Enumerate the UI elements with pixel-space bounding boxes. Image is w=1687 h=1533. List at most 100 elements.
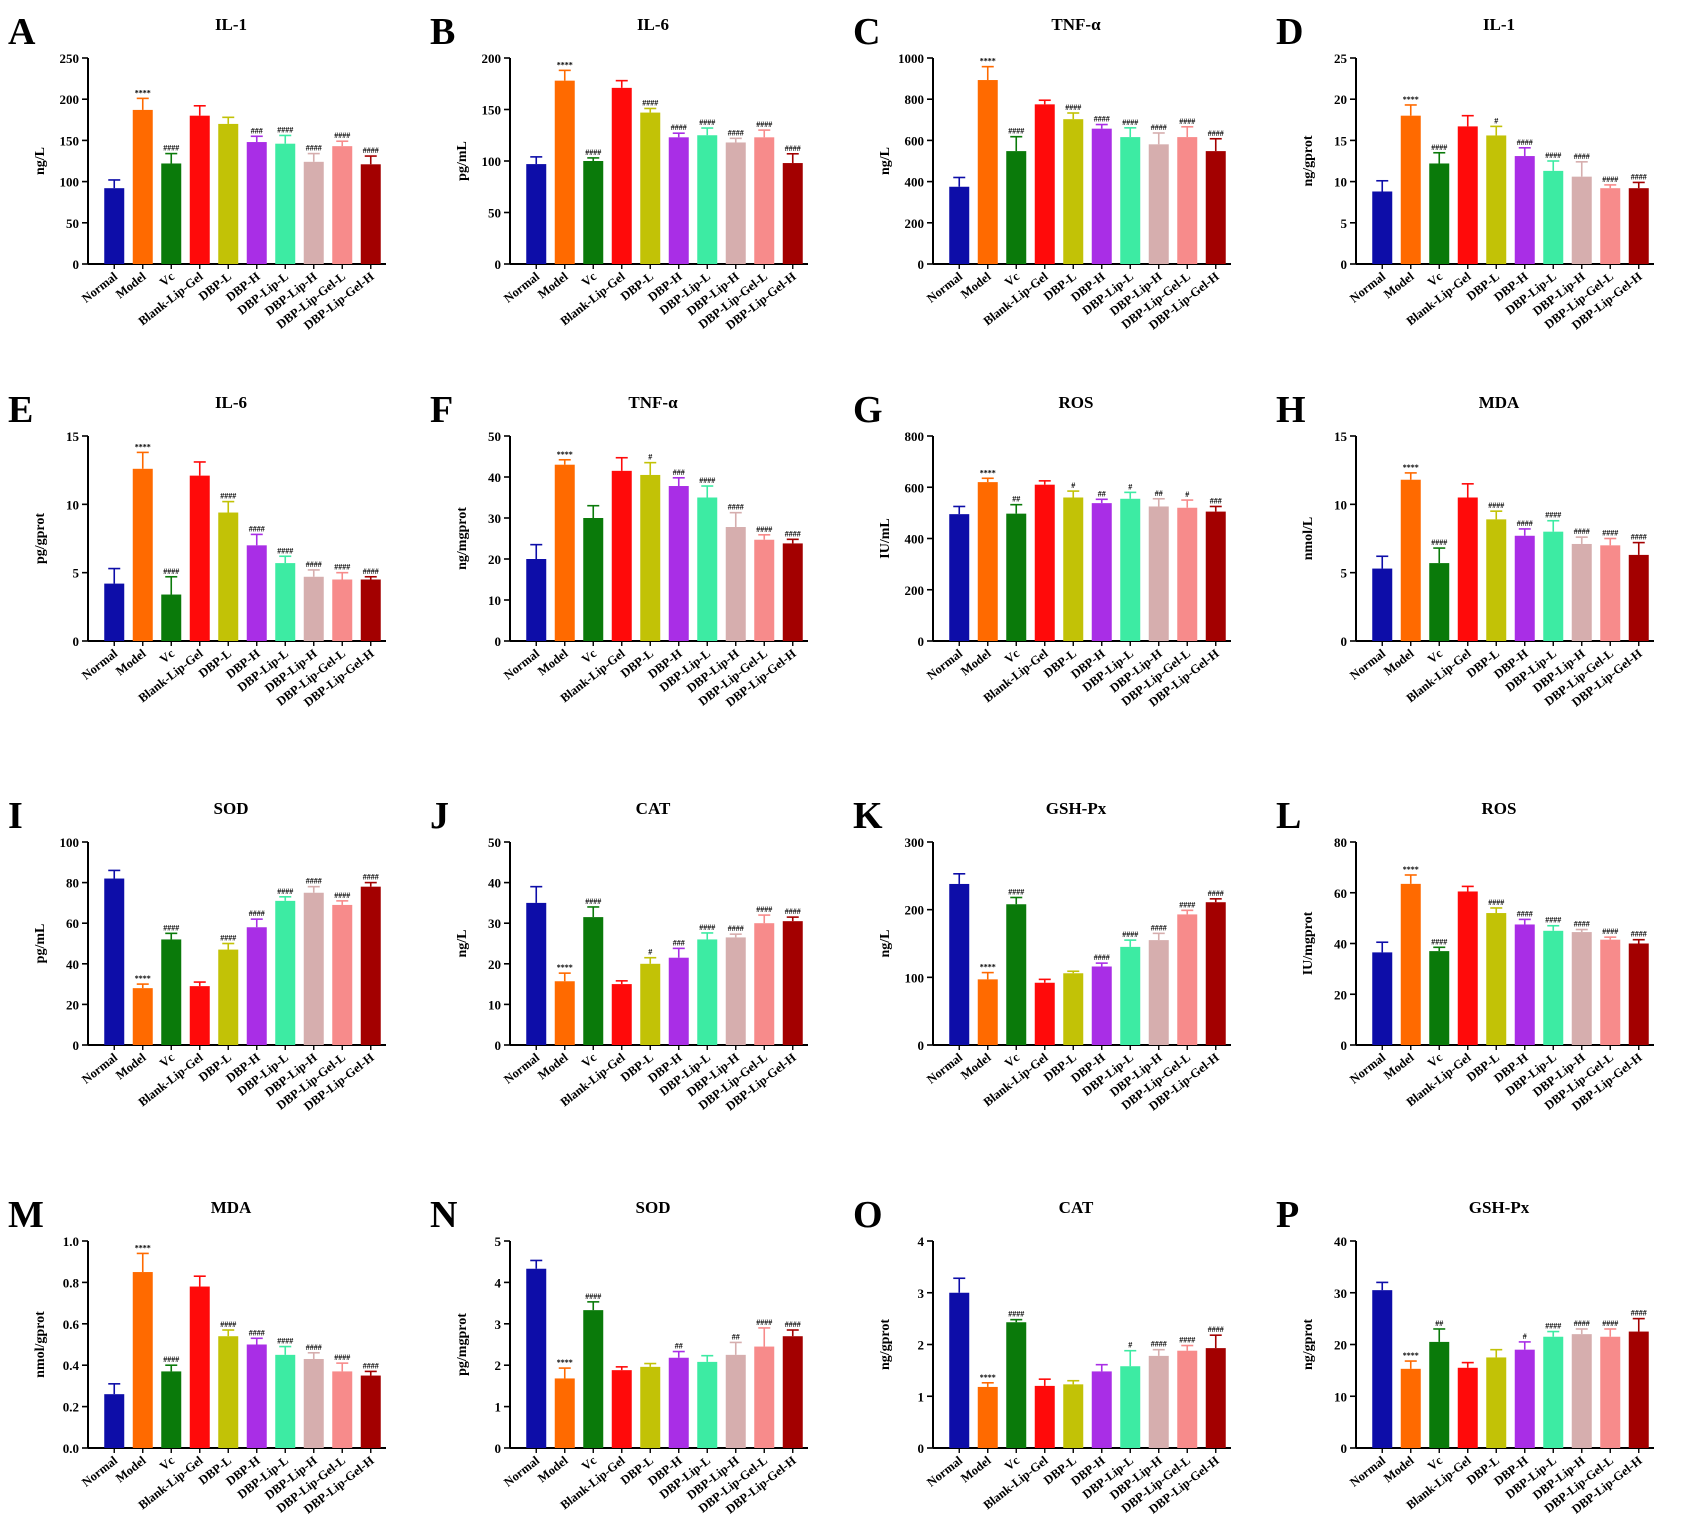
bar: [640, 474, 661, 641]
bar: [697, 497, 718, 641]
panel-title: CAT: [636, 799, 671, 818]
bar: [782, 1336, 803, 1448]
bar: [1205, 151, 1226, 264]
bar: [1571, 932, 1592, 1045]
y-tick-label: 20: [1334, 987, 1347, 1002]
y-tick-label: 200: [905, 583, 925, 598]
y-tick-label: 10: [1334, 1389, 1347, 1404]
bar: [1429, 563, 1450, 641]
y-tick-label: 100: [482, 154, 502, 169]
significance-label: ####: [785, 1320, 801, 1329]
panel-title: IL-1: [1483, 15, 1515, 34]
bar: [1600, 1336, 1621, 1448]
bar: [1400, 479, 1421, 641]
panel-letter: A: [8, 11, 36, 53]
bar: [554, 80, 575, 264]
bar: [526, 559, 547, 641]
bar: [303, 161, 324, 264]
significance-label: ####: [1545, 511, 1561, 520]
bar: [132, 1272, 153, 1448]
bar: [189, 475, 210, 641]
y-tick-label: 20: [1334, 92, 1347, 107]
significance-label: ####: [1545, 916, 1561, 925]
significance-label: ##: [732, 1332, 740, 1341]
bar: [949, 1292, 970, 1448]
panel-letter: B: [430, 11, 455, 53]
significance-label: ####: [306, 1343, 322, 1352]
y-axis-label: ng/gprot: [878, 1319, 893, 1370]
panel-title: IL-6: [215, 393, 247, 412]
significance-label: ****: [1403, 463, 1419, 472]
x-tick-label: Model: [1381, 646, 1417, 678]
y-tick-label: 0: [73, 634, 80, 649]
bar: [1457, 497, 1478, 641]
significance-label: ####: [1065, 103, 1081, 112]
x-tick-label: Normal: [924, 269, 965, 306]
y-axis-label: pg/gprot: [33, 513, 48, 564]
bar: [526, 902, 547, 1045]
bar: [554, 464, 575, 641]
y-tick-label: 0: [73, 257, 80, 272]
bar: [1177, 1350, 1198, 1448]
significance-label: ####: [1179, 900, 1195, 909]
significance-label: ****: [980, 57, 996, 66]
significance-label: ####: [756, 905, 772, 914]
bar: [1372, 568, 1393, 641]
significance-label: ##: [1155, 489, 1163, 498]
significance-label: ####: [1602, 1319, 1618, 1328]
bar: [1148, 1355, 1169, 1448]
significance-label: ####: [363, 567, 379, 576]
panel-title: GSH-Px: [1469, 1198, 1530, 1217]
bar: [949, 883, 970, 1045]
y-tick-label: 15: [1334, 133, 1348, 148]
bar: [189, 1286, 210, 1448]
significance-label: ####: [728, 924, 744, 933]
significance-label: ####: [1631, 172, 1647, 181]
panel-letter: M: [8, 1194, 44, 1236]
y-tick-label: 0: [1341, 634, 1348, 649]
bar: [303, 576, 324, 641]
bar: [1006, 904, 1027, 1045]
y-tick-label: 0: [1341, 1441, 1348, 1456]
y-tick-label: 20: [66, 997, 79, 1012]
bar: [1514, 156, 1535, 264]
significance-label: ****: [557, 1358, 573, 1367]
bar: [1006, 151, 1027, 264]
significance-label: ####: [1631, 1309, 1647, 1318]
bar: [1006, 513, 1027, 641]
bar: [754, 137, 775, 264]
panel-letter: H: [1276, 389, 1306, 431]
panel-letter: I: [8, 795, 23, 837]
bar: [1091, 966, 1112, 1045]
bar: [697, 135, 718, 264]
y-axis-label: ng/gprot: [1301, 1319, 1316, 1370]
panel-title: IL-6: [637, 15, 669, 34]
bar: [554, 1378, 575, 1448]
significance-label: ####: [363, 146, 379, 155]
significance-label: ####: [1151, 123, 1167, 132]
y-axis-label: ng/L: [455, 929, 470, 957]
panel-title: MDA: [211, 1198, 252, 1217]
significance-label: ####: [249, 524, 265, 533]
bar: [697, 1361, 718, 1448]
panel-letter: G: [853, 389, 883, 431]
bar: [161, 1371, 182, 1448]
panel-g: G ROSIU/mL0200400600800Normal****Model##V…: [853, 389, 1231, 710]
y-tick-label: 10: [488, 997, 501, 1012]
x-tick-label: Normal: [1347, 646, 1388, 683]
y-tick-label: 10: [66, 497, 79, 512]
y-tick-label: 50: [488, 206, 501, 221]
significance-label: ####: [1488, 898, 1504, 907]
x-tick-label: Normal: [924, 1050, 965, 1087]
bar: [303, 892, 324, 1045]
significance-label: ####: [1488, 501, 1504, 510]
panel-letter: E: [8, 389, 33, 431]
significance-label: ****: [980, 468, 996, 477]
significance-label: ####: [1094, 953, 1110, 962]
y-tick-label: 50: [488, 835, 501, 850]
bar: [949, 514, 970, 641]
y-tick-label: 25: [1334, 51, 1348, 66]
bar: [104, 583, 125, 641]
panel-title: SOD: [636, 1198, 671, 1217]
bar: [583, 161, 604, 264]
